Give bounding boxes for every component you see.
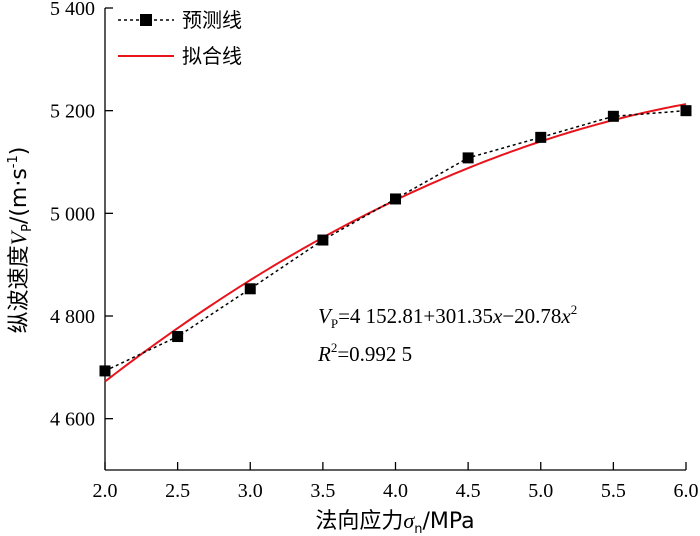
xlabel-sub: n [414, 522, 422, 536]
ylabel-sub: P [20, 224, 35, 232]
xlabel-unit: /MPa [422, 509, 474, 534]
eq-part1: =4 152.81+301.35 [338, 304, 493, 328]
eq-lhs: V [318, 304, 333, 328]
r2-annotation: R2=0.992 5 [317, 340, 412, 366]
y-axis-title: 纵波速度VP/(m·s-1) [6, 147, 35, 334]
ylabel-unit-pre: /(m·s [7, 168, 32, 224]
x-tick-label: 2.5 [165, 480, 190, 502]
eq-x1: x [492, 304, 503, 328]
prediction-point [390, 193, 401, 205]
prediction-point [99, 365, 111, 377]
plot-area: 4 600 4 800 5 000 5 200 5 400 2.0 2.5 3.0 3.5 4.… [50, 0, 699, 502]
r2-rest: =0.992 5 [337, 342, 412, 366]
prediction-markers [99, 105, 692, 377]
ylabel-unit-post: ) [7, 147, 32, 156]
y-ticks: 4 600 4 800 5 000 5 200 5 400 [50, 0, 113, 431]
legend-pred-label: 预测线 [182, 8, 242, 32]
eq-x2: x [560, 304, 571, 328]
x-tick-label: 5.5 [601, 480, 626, 502]
prediction-point [317, 234, 329, 246]
prediction-line [104, 109, 687, 372]
prediction-point [244, 283, 256, 295]
legend-fit-label: 拟合线 [182, 44, 242, 68]
y-tick-label: 5 200 [50, 101, 95, 123]
xlabel-main: 法向应力 [315, 509, 403, 534]
y-tick-label: 5 400 [50, 0, 95, 20]
x-axis-title: 法向应力σn/MPa [315, 508, 474, 536]
ylabel-symbol: V [6, 229, 31, 245]
x-ticks: 2.0 2.5 3.0 3.5 4.0 4.5 5.0 5.5 6.0 [93, 462, 699, 502]
prediction-point [607, 110, 619, 122]
eq-part2: −20.78 [502, 304, 561, 328]
x-tick-label: 4.5 [456, 480, 481, 502]
prediction-point [535, 131, 547, 143]
y-tick-label: 4 600 [50, 409, 95, 431]
r2-sup: 2 [331, 340, 338, 355]
x-tick-label: 4.0 [383, 480, 408, 502]
ylabel-main: 纵波速度 [7, 245, 32, 333]
equation-annotation: VP=4 152.81+301.35x−20.78x2 [318, 302, 577, 331]
x-tick-label: 6.0 [674, 480, 699, 502]
prediction-point [680, 105, 692, 117]
fit-line [104, 103, 687, 383]
eq-lhs-sub: P [331, 316, 338, 331]
prediction-point [172, 331, 184, 343]
x-tick-label: 3.5 [310, 480, 335, 502]
x-tick-label: 3.0 [238, 480, 263, 502]
prediction-point [462, 152, 474, 164]
legend-pred-marker [140, 14, 152, 26]
y-tick-label: 5 000 [50, 203, 95, 225]
ylabel-unit-sup: -1 [6, 155, 21, 168]
eq-sup: 2 [571, 302, 578, 317]
legend: 预测线 拟合线 [118, 8, 242, 68]
r2-sym: R [317, 342, 331, 366]
x-tick-label: 2.0 [93, 480, 118, 502]
y-tick-label: 4 800 [50, 306, 95, 328]
x-tick-label: 5.0 [528, 480, 553, 502]
xlabel-symbol: σ [403, 508, 415, 533]
